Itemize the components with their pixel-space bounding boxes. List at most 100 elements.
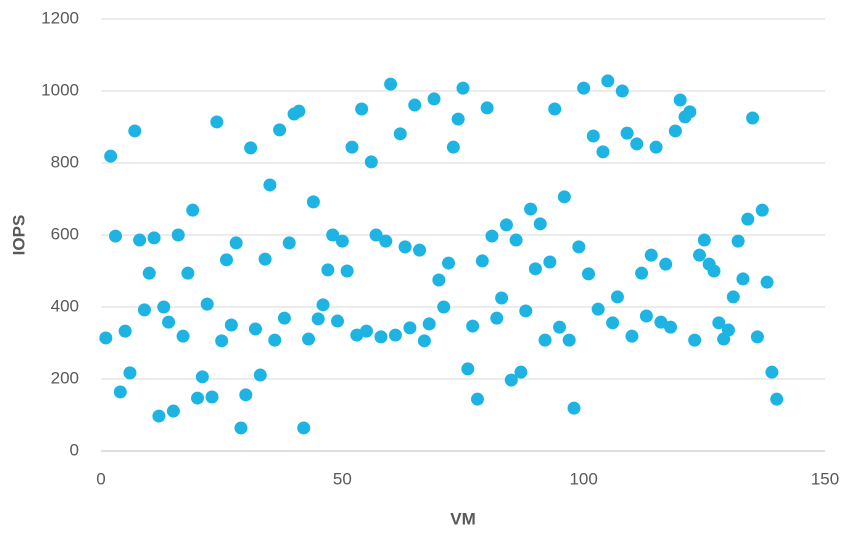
point [654,315,668,329]
point [490,311,504,325]
point [248,322,262,336]
point [567,401,581,415]
point [316,298,330,312]
point [215,334,229,348]
point [306,195,320,209]
point [586,129,600,143]
point [770,392,784,406]
point [442,256,456,270]
point [181,266,195,280]
point [244,141,258,155]
point [528,262,542,276]
point [388,328,402,342]
point [191,391,205,405]
point [601,74,615,88]
point [393,127,407,141]
point [620,126,634,140]
y-tick-label: 400 [51,296,79,315]
x-tick-label: 150 [811,469,839,488]
point [219,253,233,267]
point [408,98,422,112]
point [736,272,750,286]
point [113,385,127,399]
point [302,332,316,346]
x-axis-label: VM [450,509,476,528]
point [108,229,122,243]
point [664,320,678,334]
point [451,112,465,126]
point [466,319,480,333]
point [480,101,494,115]
point [364,155,378,169]
point [398,240,412,254]
point [345,140,359,154]
x-tick-label: 0 [96,469,105,488]
point [417,334,431,348]
point [726,290,740,304]
point [157,300,171,314]
point [649,140,663,154]
point [253,368,267,382]
x-tick-label: 50 [333,469,352,488]
y-tick-label: 0 [70,440,79,459]
point [142,266,156,280]
point [162,315,176,329]
point [456,81,470,95]
point [374,330,388,344]
point [741,212,755,226]
point [166,404,180,418]
point [355,102,369,116]
point [205,390,219,404]
point [123,366,137,380]
point [268,333,282,347]
x-tick-label: 100 [569,469,597,488]
point [461,362,475,376]
point [644,248,658,262]
point [224,318,238,332]
point [504,373,518,387]
point [707,264,721,278]
point [524,202,538,216]
point [186,203,200,217]
point [721,323,735,337]
y-tick-label: 1000 [41,80,79,99]
point [519,304,533,318]
point [615,84,629,98]
point [755,203,769,217]
point [485,229,499,243]
point [625,329,639,343]
point [258,252,272,266]
point [446,140,460,154]
point [379,234,393,248]
point [688,333,702,347]
point [591,302,605,316]
point [282,236,296,250]
point [331,314,345,328]
point [596,145,610,159]
y-tick-label: 600 [51,224,79,243]
point [533,217,547,231]
point [765,365,779,379]
point [403,321,417,335]
point [548,102,562,116]
point [128,124,142,138]
point [673,93,687,107]
point [553,320,567,334]
point [384,77,398,91]
point [577,81,591,95]
point [137,303,151,317]
point [210,115,224,129]
point [693,248,707,262]
point [234,421,248,435]
point [413,243,427,257]
point [297,421,311,435]
point [437,300,451,314]
point [514,365,528,379]
point [133,233,147,247]
point [572,240,586,254]
point [639,309,653,323]
y-axis-label: IOPS [9,215,28,256]
point [432,273,446,287]
point [195,370,209,384]
